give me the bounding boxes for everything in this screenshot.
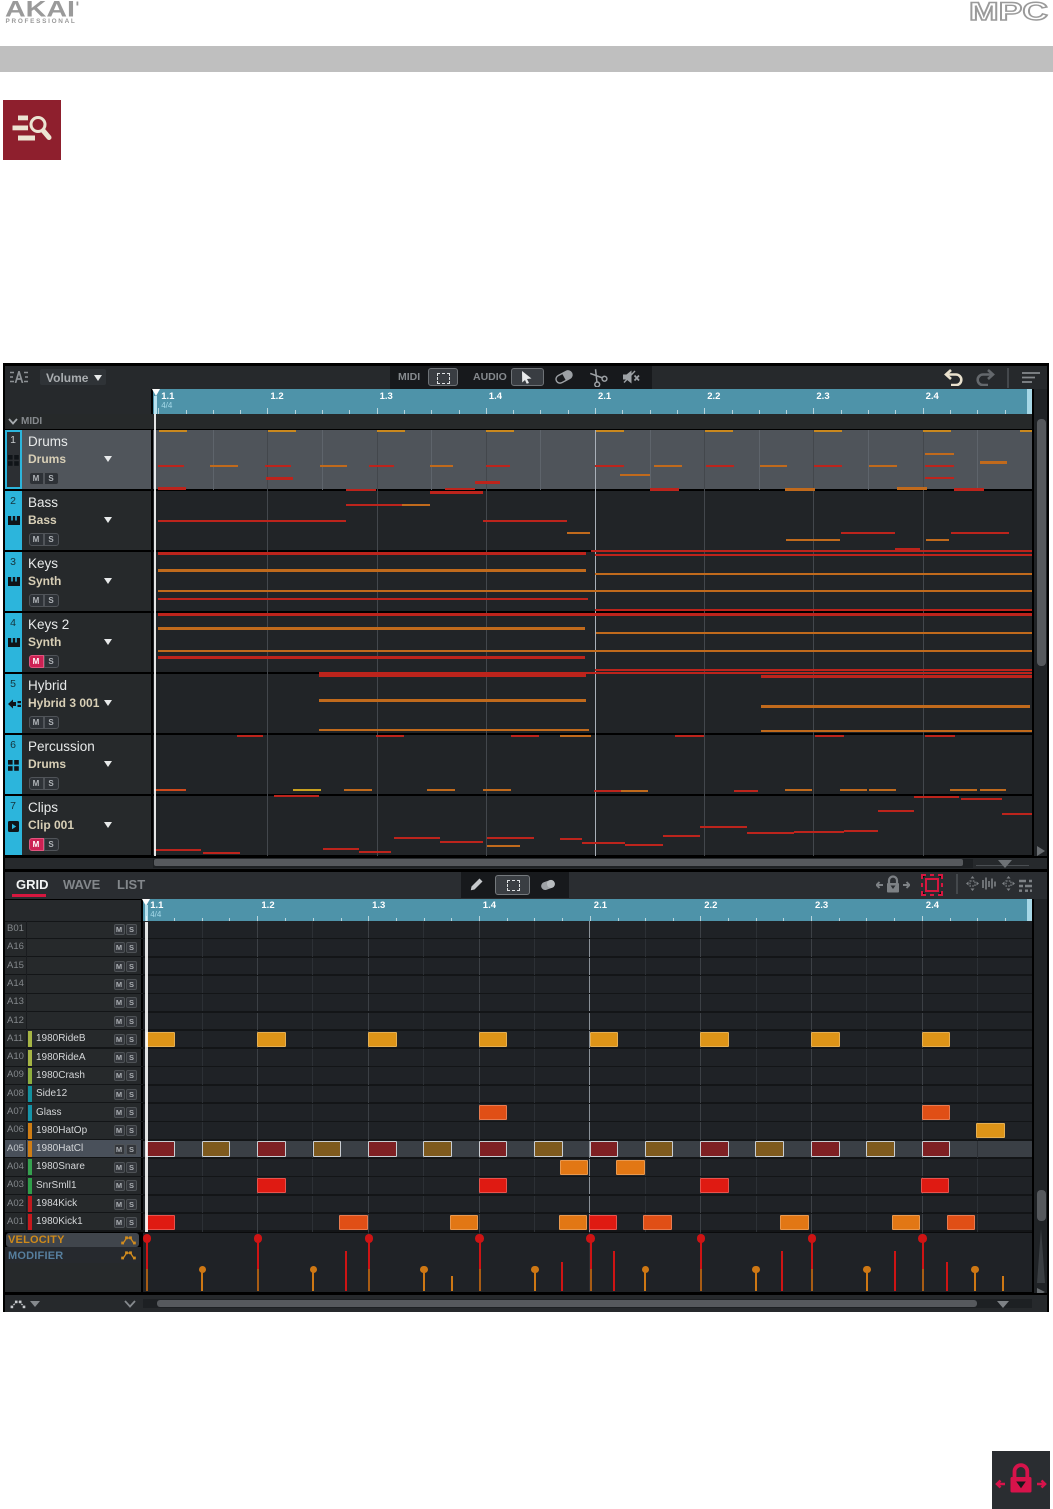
svg-text:PROFESSIONAL: PROFESSIONAL (6, 18, 77, 24)
svg-text:AKAI: AKAI (5, 0, 75, 22)
svg-text:MPC: MPC (969, 0, 1048, 24)
